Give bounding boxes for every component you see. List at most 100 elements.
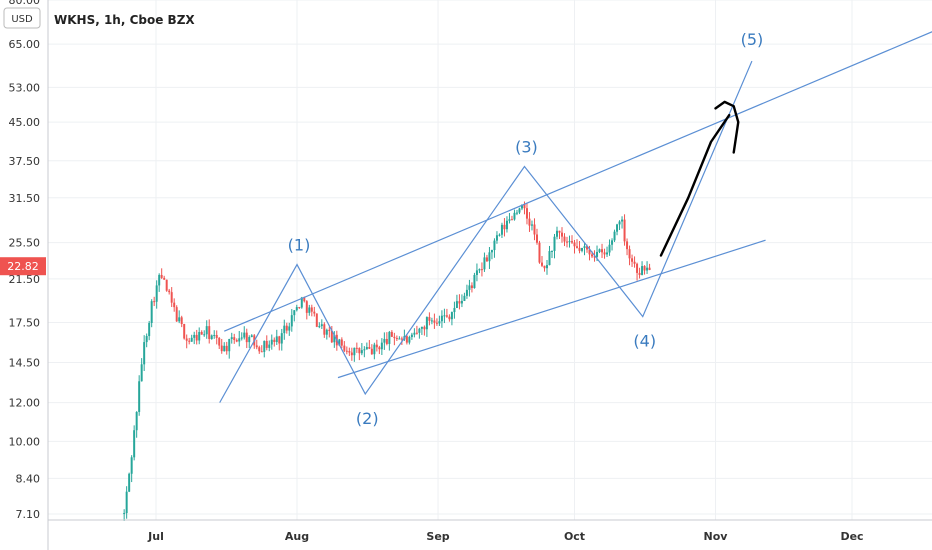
candle-body bbox=[566, 241, 569, 243]
candle-body bbox=[390, 331, 393, 337]
candle-body bbox=[601, 249, 604, 253]
wave-label-5: (5) bbox=[741, 30, 764, 49]
candle-body bbox=[318, 326, 321, 328]
candle-body bbox=[290, 315, 293, 327]
candle-body bbox=[355, 347, 358, 349]
wave-label-1: (1) bbox=[288, 236, 311, 255]
candle-body bbox=[540, 262, 543, 266]
candle-body bbox=[275, 336, 278, 342]
candle-body bbox=[533, 224, 536, 235]
candle-body bbox=[420, 326, 423, 329]
y-tick-label: 80.00 bbox=[9, 0, 41, 7]
y-tick-label: 45.00 bbox=[9, 116, 41, 129]
candle-body bbox=[235, 340, 238, 342]
candle-body bbox=[438, 321, 441, 324]
y-tick-label: 8.40 bbox=[16, 472, 41, 485]
candle-body bbox=[643, 266, 646, 271]
wave-label-2: (2) bbox=[356, 409, 379, 428]
candle-body bbox=[495, 235, 498, 241]
candle-body bbox=[250, 335, 253, 338]
y-tick-label: 21.50 bbox=[9, 273, 41, 286]
candle-body bbox=[330, 330, 333, 343]
candle-body bbox=[500, 224, 503, 235]
candle-body bbox=[616, 224, 619, 232]
chart-title: WKHS, 1h, Cboe BZX bbox=[54, 13, 195, 27]
candle-body bbox=[223, 345, 226, 352]
chart-grid bbox=[48, 0, 932, 520]
candle-body bbox=[293, 310, 296, 316]
candle-body bbox=[248, 337, 251, 343]
candle-body bbox=[475, 270, 478, 275]
x-tick-label: Aug bbox=[285, 530, 309, 543]
candle-body bbox=[638, 272, 641, 275]
candle-body bbox=[255, 345, 258, 348]
candle-body bbox=[333, 334, 336, 343]
candle-body bbox=[130, 457, 133, 474]
candle-body bbox=[433, 320, 436, 323]
candle-body bbox=[183, 324, 186, 339]
candle-body bbox=[508, 219, 511, 221]
candle-body bbox=[555, 230, 558, 237]
candle-body bbox=[128, 473, 131, 492]
candle-body bbox=[465, 289, 468, 296]
candle-body bbox=[455, 301, 458, 308]
candle-body bbox=[550, 250, 553, 252]
y-tick-label: 14.50 bbox=[9, 356, 41, 369]
x-tick-label: Nov bbox=[704, 530, 729, 543]
candle-body bbox=[215, 335, 218, 338]
candle-body bbox=[188, 340, 191, 342]
candle-body bbox=[338, 339, 341, 346]
candle-body bbox=[365, 347, 368, 350]
candle-body bbox=[225, 345, 228, 352]
candle-body bbox=[588, 249, 591, 255]
x-tick-label: Jul bbox=[147, 530, 164, 543]
candle-body bbox=[353, 347, 356, 356]
candle-body bbox=[408, 337, 411, 343]
channel-upper-line bbox=[224, 31, 932, 332]
candle-body bbox=[538, 242, 541, 263]
candle-body bbox=[198, 331, 201, 341]
candle-body bbox=[388, 331, 391, 344]
candle-body bbox=[448, 316, 451, 320]
current-price-tag bbox=[0, 257, 46, 276]
candle-body bbox=[636, 263, 639, 273]
candle-body bbox=[563, 236, 566, 242]
candle-body bbox=[583, 246, 586, 248]
candle-body bbox=[323, 324, 326, 335]
currency-button[interactable] bbox=[3, 7, 41, 29]
candle-body bbox=[368, 347, 371, 349]
candle-body bbox=[245, 332, 248, 343]
candle-body bbox=[425, 317, 428, 330]
candles bbox=[123, 201, 651, 521]
candle-body bbox=[596, 251, 599, 257]
candle-body bbox=[305, 301, 308, 313]
candle-body bbox=[510, 219, 513, 221]
candle-body bbox=[380, 342, 383, 350]
candle-body bbox=[203, 334, 206, 336]
candle-body bbox=[288, 326, 291, 331]
candle-body bbox=[473, 274, 476, 289]
candle-body bbox=[190, 337, 193, 342]
candle-body bbox=[170, 292, 173, 303]
candle-body bbox=[345, 350, 348, 352]
candle-body bbox=[370, 348, 373, 355]
candle-body bbox=[410, 334, 413, 338]
y-axis: 80.00 65.00 53.00 45.00 37.50 31.50 25.50 21.50… bbox=[9, 0, 49, 550]
candle-body bbox=[528, 218, 531, 226]
candle-body bbox=[470, 285, 473, 289]
y-tick-label: 17.50 bbox=[9, 317, 41, 330]
candle-body bbox=[623, 219, 626, 242]
candle-body bbox=[163, 277, 166, 280]
y-tick-label: 37.50 bbox=[9, 155, 41, 168]
candle-body bbox=[468, 285, 471, 290]
candle-body bbox=[428, 317, 431, 321]
candle-body bbox=[185, 338, 188, 341]
candle-body bbox=[488, 252, 491, 262]
wave-labels: (1) (2) (3) (4) (5) bbox=[288, 30, 764, 428]
candle-body bbox=[483, 257, 486, 270]
candle-body bbox=[303, 297, 306, 302]
candle-body bbox=[535, 234, 538, 243]
candle-body bbox=[485, 257, 488, 262]
